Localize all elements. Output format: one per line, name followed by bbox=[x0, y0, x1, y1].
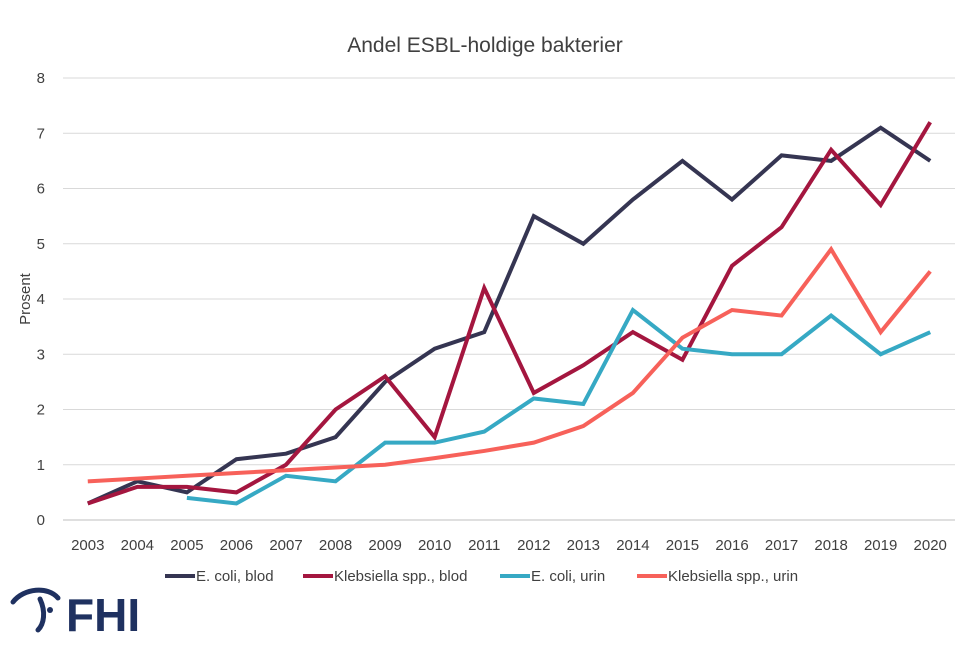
x-tick-label: 2009 bbox=[368, 537, 401, 554]
legend: E. coli, blod Klebsiella spp., blod E. col… bbox=[165, 568, 798, 585]
x-tick-label: 2008 bbox=[319, 537, 352, 554]
x-tick-label: 2007 bbox=[269, 537, 302, 554]
x-tick-label: 2014 bbox=[616, 537, 649, 554]
x-tick-label: 2015 bbox=[666, 537, 699, 554]
x-tick-label: 2020 bbox=[914, 537, 947, 554]
y-tick-label: 4 bbox=[37, 291, 45, 308]
x-tick-label: 2016 bbox=[715, 537, 748, 554]
legend-item: E. coli, blod bbox=[165, 568, 274, 585]
y-tick-label: 7 bbox=[37, 125, 45, 142]
series-line-0 bbox=[86, 125, 932, 506]
legend-item: Klebsiella spp., urin bbox=[637, 568, 798, 585]
x-tick-label: 2019 bbox=[864, 537, 897, 554]
series-line-3 bbox=[87, 245, 932, 484]
x-tick-label: 2006 bbox=[220, 537, 253, 554]
y-tick-label: 3 bbox=[37, 346, 45, 363]
y-tick-label: 0 bbox=[37, 512, 45, 529]
x-tick-label: 2011 bbox=[468, 537, 500, 554]
series-lines bbox=[86, 121, 932, 506]
series-line-1 bbox=[87, 121, 932, 506]
x-tick-label: 2010 bbox=[418, 537, 451, 554]
x-tick-label: 2017 bbox=[765, 537, 798, 554]
x-tick-label: 2005 bbox=[170, 537, 203, 554]
x-tick-label: 2012 bbox=[517, 537, 550, 554]
legend-label: E. coli, blod bbox=[196, 568, 274, 585]
fhi-emblem-icon bbox=[10, 587, 61, 633]
gridlines bbox=[63, 77, 955, 521]
legend-label: E. coli, urin bbox=[531, 568, 605, 585]
x-axis-ticks: 2003 2004 2005 2006 2007 2008 2009 2010 2011 2012… bbox=[71, 537, 947, 554]
y-tick-label: 2 bbox=[37, 402, 45, 419]
x-tick-label: 2003 bbox=[71, 537, 104, 554]
series-line-2 bbox=[186, 307, 932, 506]
y-tick-label: 8 bbox=[37, 70, 45, 87]
legend-item: Klebsiella spp., blod bbox=[303, 568, 467, 585]
y-tick-label: 1 bbox=[37, 457, 45, 474]
y-tick-label: 6 bbox=[37, 181, 45, 198]
fhi-logo-text: FHI bbox=[66, 589, 140, 641]
x-tick-label: 2004 bbox=[121, 537, 154, 554]
y-axis-label: Prosent bbox=[17, 272, 34, 325]
fhi-logo: FHI bbox=[10, 587, 140, 641]
y-axis-ticks: 0 1 2 3 4 5 6 7 8 bbox=[37, 70, 45, 529]
legend-label: Klebsiella spp., urin bbox=[668, 568, 798, 585]
x-tick-label: 2013 bbox=[567, 537, 600, 554]
chart-title: Andel ESBL-holdige bakterier bbox=[347, 34, 623, 57]
legend-item: E. coli, urin bbox=[500, 568, 605, 585]
y-tick-label: 5 bbox=[37, 236, 45, 253]
legend-label: Klebsiella spp., blod bbox=[334, 568, 467, 585]
x-tick-label: 2018 bbox=[814, 537, 847, 554]
